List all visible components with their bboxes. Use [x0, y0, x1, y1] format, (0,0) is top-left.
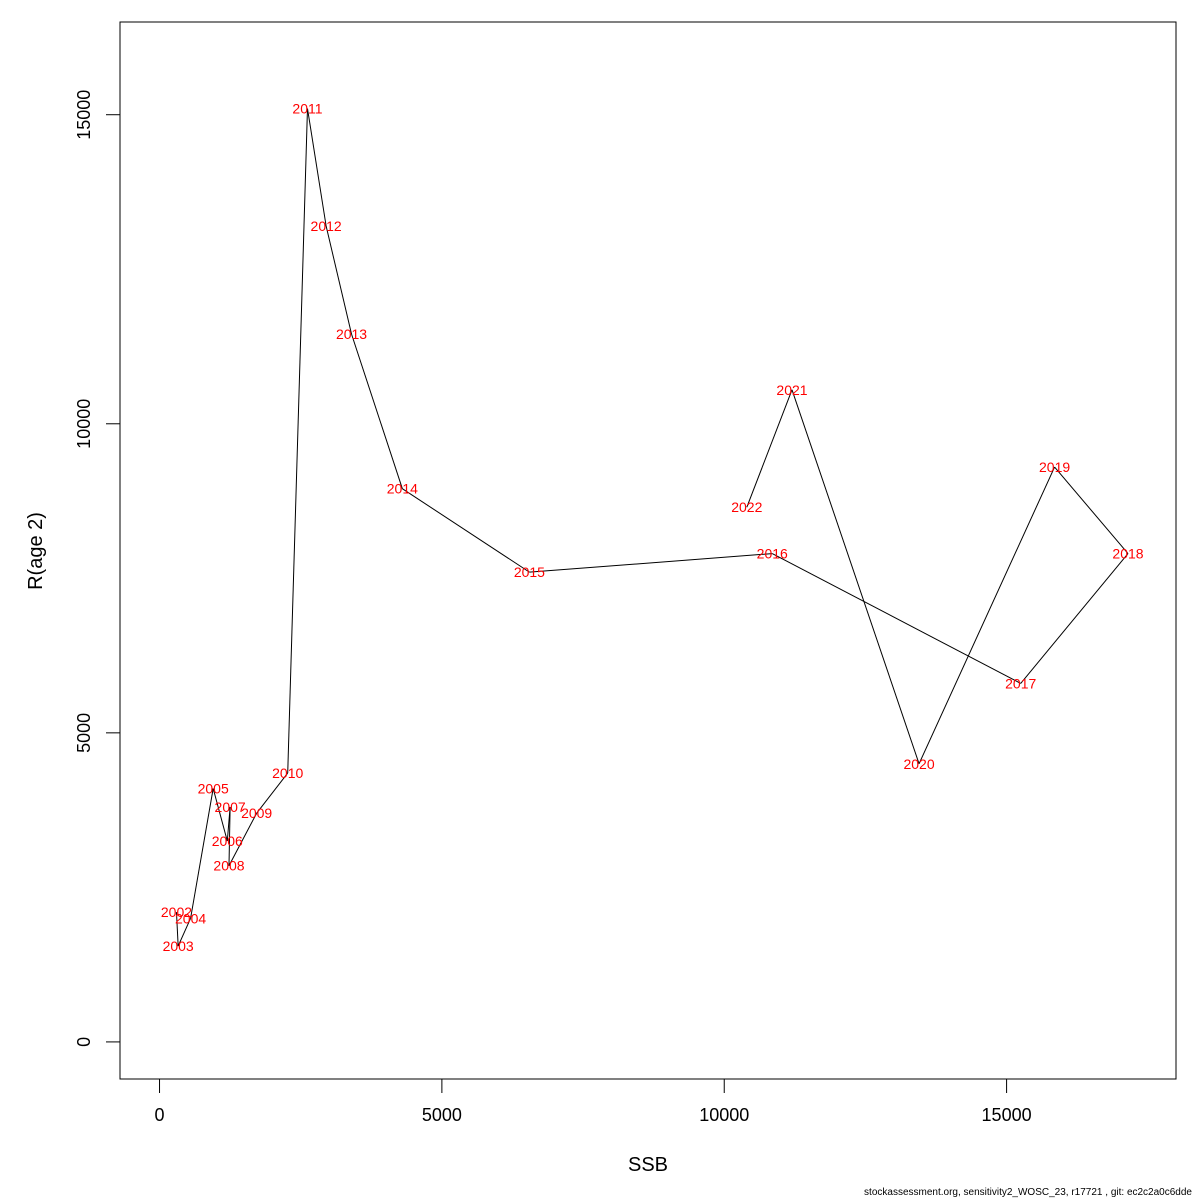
series-segment — [529, 553, 773, 573]
series-segment — [228, 807, 231, 866]
point-label: 2020 — [903, 756, 934, 772]
x-tick-label: 15000 — [982, 1105, 1032, 1125]
series-segment — [175, 912, 179, 947]
point-label: 2021 — [776, 382, 807, 398]
point-label: 2006 — [212, 833, 243, 849]
series-segment — [1054, 466, 1129, 554]
point-label: 2015 — [514, 564, 545, 580]
x-tick-label: 5000 — [422, 1105, 462, 1125]
series-segment — [325, 225, 353, 335]
point-label: 2013 — [336, 326, 367, 342]
y-axis: 0 5000 10000 15000 — [74, 90, 121, 1047]
series-segment — [256, 772, 289, 814]
y-tick-label: 15000 — [74, 90, 94, 140]
point-label: 2017 — [1005, 675, 1036, 691]
point-label: 2016 — [757, 546, 788, 562]
series-segment — [228, 812, 258, 866]
y-tick-label: 0 — [74, 1037, 94, 1047]
point-label: 2019 — [1039, 459, 1070, 475]
point-label: 2003 — [163, 938, 194, 954]
point-label: 2018 — [1112, 546, 1143, 562]
series-segment — [1020, 553, 1129, 684]
point-label: 2005 — [198, 780, 229, 796]
series-segment — [772, 553, 1021, 684]
y-tick-label: 5000 — [74, 713, 94, 753]
point-labels: 2002 2003 2004 2005 2006 2007 2008 2009 2010 2011… — [161, 101, 1144, 955]
series-segment — [402, 488, 530, 573]
series-segment — [351, 333, 403, 489]
point-label: 2014 — [387, 481, 418, 497]
plot-frame — [119, 21, 1177, 1080]
x-axis: 0 5000 10000 15000 — [155, 1078, 1032, 1125]
series-segment — [212, 788, 228, 842]
series-segment — [177, 918, 192, 947]
series-segment — [306, 108, 327, 227]
point-label: 2007 — [215, 799, 246, 815]
series-segment — [918, 466, 1056, 764]
point-label: 2022 — [731, 499, 762, 515]
x-tick-label: 0 — [155, 1105, 165, 1125]
series-line-group — [175, 108, 1129, 947]
point-label: 2009 — [241, 805, 272, 821]
x-tick-label: 10000 — [699, 1105, 749, 1125]
point-label: 2004 — [175, 910, 206, 926]
series-segment — [190, 788, 214, 919]
point-label: 2008 — [213, 858, 244, 874]
series-segment — [287, 108, 308, 774]
y-axis-title: R(age 2) — [25, 512, 47, 590]
y-tick-label: 10000 — [74, 399, 94, 449]
footer-caption: stockassessment.org, sensitivity2_WOSC_2… — [864, 1187, 1192, 1198]
point-label: 2011 — [292, 101, 322, 117]
point-label: 2012 — [311, 218, 342, 234]
point-label: 2002 — [161, 904, 192, 920]
series-segment — [746, 389, 793, 508]
x-axis-title: SSB — [628, 1154, 668, 1176]
series-segment — [791, 389, 920, 764]
point-label: 2010 — [272, 765, 303, 781]
